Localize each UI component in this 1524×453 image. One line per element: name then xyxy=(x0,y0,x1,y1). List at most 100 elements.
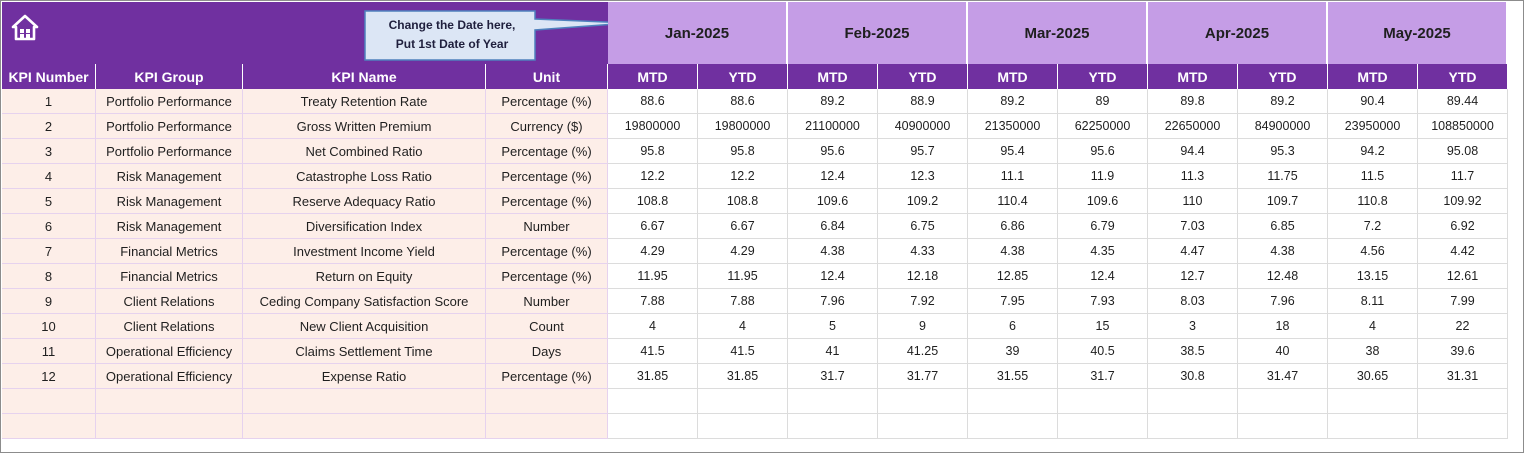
unit-cell[interactable]: Count xyxy=(486,314,608,339)
month-header-4[interactable]: Apr-2025 xyxy=(1148,2,1327,64)
mtd-value-cell[interactable]: 6.67 xyxy=(608,214,698,239)
kpi-group-cell[interactable]: Risk Management xyxy=(96,189,243,214)
mtd-value-cell[interactable] xyxy=(968,414,1058,439)
mtd-value-cell[interactable]: 38.5 xyxy=(1148,339,1238,364)
ytd-value-cell[interactable]: 11.9 xyxy=(1058,164,1148,189)
kpi-number-cell[interactable]: 3 xyxy=(2,139,96,164)
unit-cell[interactable] xyxy=(486,389,608,414)
ytd-value-cell[interactable]: 4.38 xyxy=(1238,239,1328,264)
mtd-value-cell[interactable]: 23950000 xyxy=(1328,114,1418,139)
ytd-value-cell[interactable]: 12.3 xyxy=(878,164,968,189)
mtd-value-cell[interactable]: 21350000 xyxy=(968,114,1058,139)
ytd-value-cell[interactable]: 11.95 xyxy=(698,264,788,289)
kpi-name-cell[interactable]: Expense Ratio xyxy=(243,364,486,389)
ytd-value-cell[interactable]: 62250000 xyxy=(1058,114,1148,139)
ytd-value-cell[interactable]: 89 xyxy=(1058,89,1148,114)
kpi-name-cell[interactable]: Ceding Company Satisfaction Score xyxy=(243,289,486,314)
mtd-value-cell[interactable]: 19800000 xyxy=(608,114,698,139)
mtd-value-cell[interactable] xyxy=(608,389,698,414)
kpi-number-cell[interactable]: 6 xyxy=(2,214,96,239)
ytd-value-cell[interactable] xyxy=(698,389,788,414)
ytd-value-cell[interactable]: 95.6 xyxy=(1058,139,1148,164)
ytd-value-cell[interactable]: 109.2 xyxy=(878,189,968,214)
ytd-value-cell[interactable]: 4.42 xyxy=(1418,239,1508,264)
ytd-value-cell[interactable]: 12.2 xyxy=(698,164,788,189)
kpi-name-cell[interactable]: Catastrophe Loss Ratio xyxy=(243,164,486,189)
ytd-value-cell[interactable] xyxy=(1238,414,1328,439)
mtd-value-cell[interactable]: 11.1 xyxy=(968,164,1058,189)
ytd-value-cell[interactable]: 31.7 xyxy=(1058,364,1148,389)
ytd-value-cell[interactable]: 9 xyxy=(878,314,968,339)
unit-cell[interactable] xyxy=(486,414,608,439)
ytd-value-cell[interactable]: 18 xyxy=(1238,314,1328,339)
mtd-value-cell[interactable]: 22650000 xyxy=(1148,114,1238,139)
kpi-group-cell[interactable]: Client Relations xyxy=(96,289,243,314)
mtd-value-cell[interactable]: 4 xyxy=(608,314,698,339)
ytd-value-cell[interactable]: 88.9 xyxy=(878,89,968,114)
mtd-value-cell[interactable]: 5 xyxy=(788,314,878,339)
mtd-value-cell[interactable] xyxy=(788,414,878,439)
ytd-value-cell[interactable]: 31.85 xyxy=(698,364,788,389)
mtd-value-cell[interactable]: 6 xyxy=(968,314,1058,339)
kpi-number-cell[interactable]: 1 xyxy=(2,89,96,114)
kpi-name-cell[interactable]: Claims Settlement Time xyxy=(243,339,486,364)
mtd-value-cell[interactable]: 95.8 xyxy=(608,139,698,164)
mtd-value-cell[interactable]: 4.38 xyxy=(968,239,1058,264)
mtd-value-cell[interactable]: 94.2 xyxy=(1328,139,1418,164)
kpi-name-cell[interactable]: Reserve Adequacy Ratio xyxy=(243,189,486,214)
kpi-number-cell[interactable] xyxy=(2,389,96,414)
mtd-value-cell[interactable]: 4.47 xyxy=(1148,239,1238,264)
mtd-value-cell[interactable]: 31.55 xyxy=(968,364,1058,389)
mtd-value-cell[interactable]: 11.95 xyxy=(608,264,698,289)
mtd-value-cell[interactable]: 7.88 xyxy=(608,289,698,314)
ytd-value-cell[interactable]: 7.88 xyxy=(698,289,788,314)
mtd-value-cell[interactable]: 13.15 xyxy=(1328,264,1418,289)
mtd-value-cell[interactable]: 31.7 xyxy=(788,364,878,389)
kpi-name-cell[interactable] xyxy=(243,389,486,414)
ytd-value-cell[interactable]: 40900000 xyxy=(878,114,968,139)
mtd-value-cell[interactable]: 7.03 xyxy=(1148,214,1238,239)
kpi-group-cell[interactable]: Operational Efficiency xyxy=(96,364,243,389)
kpi-name-cell[interactable]: Return on Equity xyxy=(243,264,486,289)
kpi-group-cell[interactable]: Portfolio Performance xyxy=(96,89,243,114)
ytd-value-cell[interactable]: 41.5 xyxy=(698,339,788,364)
mtd-value-cell[interactable]: 110.8 xyxy=(1328,189,1418,214)
mtd-value-cell[interactable]: 12.85 xyxy=(968,264,1058,289)
unit-cell[interactable]: Percentage (%) xyxy=(486,364,608,389)
mtd-value-cell[interactable]: 30.65 xyxy=(1328,364,1418,389)
kpi-name-cell[interactable]: Diversification Index xyxy=(243,214,486,239)
ytd-value-cell[interactable]: 41.25 xyxy=(878,339,968,364)
mtd-value-cell[interactable]: 41.5 xyxy=(608,339,698,364)
mtd-value-cell[interactable] xyxy=(1328,414,1418,439)
ytd-value-cell[interactable]: 7.93 xyxy=(1058,289,1148,314)
ytd-value-cell[interactable]: 12.48 xyxy=(1238,264,1328,289)
ytd-value-cell[interactable]: 89.2 xyxy=(1238,89,1328,114)
mtd-value-cell[interactable] xyxy=(1148,389,1238,414)
ytd-value-cell[interactable]: 22 xyxy=(1418,314,1508,339)
kpi-name-cell[interactable]: Gross Written Premium xyxy=(243,114,486,139)
ytd-value-cell[interactable]: 7.92 xyxy=(878,289,968,314)
mtd-value-cell[interactable] xyxy=(1328,389,1418,414)
unit-cell[interactable]: Days xyxy=(486,339,608,364)
ytd-value-cell[interactable]: 109.6 xyxy=(1058,189,1148,214)
kpi-group-cell[interactable]: Client Relations xyxy=(96,314,243,339)
ytd-value-cell[interactable] xyxy=(1058,389,1148,414)
kpi-number-cell[interactable] xyxy=(2,414,96,439)
mtd-value-cell[interactable]: 94.4 xyxy=(1148,139,1238,164)
ytd-value-cell[interactable]: 11.75 xyxy=(1238,164,1328,189)
unit-cell[interactable]: Number xyxy=(486,289,608,314)
kpi-group-cell[interactable]: Risk Management xyxy=(96,214,243,239)
ytd-value-cell[interactable]: 12.4 xyxy=(1058,264,1148,289)
ytd-value-cell[interactable]: 6.67 xyxy=(698,214,788,239)
ytd-value-cell[interactable] xyxy=(1418,414,1508,439)
ytd-value-cell[interactable]: 6.92 xyxy=(1418,214,1508,239)
kpi-group-cell[interactable]: Financial Metrics xyxy=(96,239,243,264)
mtd-value-cell[interactable]: 6.86 xyxy=(968,214,1058,239)
kpi-group-cell[interactable]: Operational Efficiency xyxy=(96,339,243,364)
ytd-value-cell[interactable]: 12.18 xyxy=(878,264,968,289)
kpi-name-cell[interactable]: Treaty Retention Rate xyxy=(243,89,486,114)
mtd-value-cell[interactable]: 6.84 xyxy=(788,214,878,239)
ytd-value-cell[interactable]: 95.08 xyxy=(1418,139,1508,164)
kpi-number-cell[interactable]: 10 xyxy=(2,314,96,339)
ytd-value-cell[interactable]: 31.47 xyxy=(1238,364,1328,389)
